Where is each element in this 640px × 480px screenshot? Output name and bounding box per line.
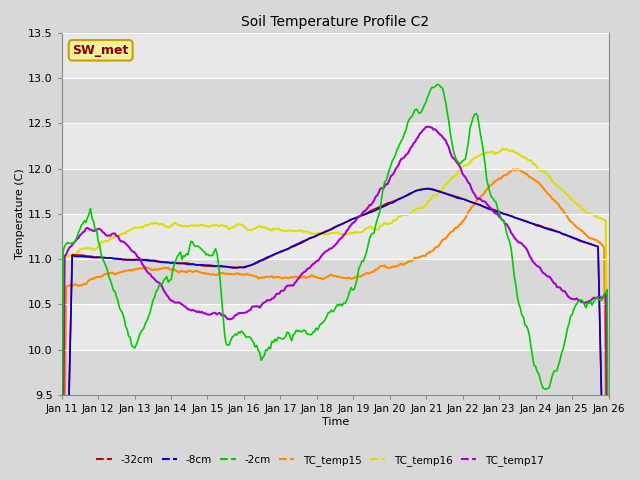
- -2cm: [248, 337, 256, 343]
- -8cm: [221, 264, 228, 269]
- Bar: [61, 78, 609, 123]
- -2cm: [576, 297, 584, 303]
- X-axis label: Time: Time: [321, 417, 349, 427]
- TC_temp16: [248, 227, 256, 233]
- -8cm: [297, 240, 305, 245]
- TC_temp16: [576, 203, 584, 208]
- TC_temp17: [425, 124, 433, 130]
- Line: TC_temp15: TC_temp15: [61, 169, 609, 480]
- -32cm: [297, 240, 305, 246]
- -2cm: [434, 82, 442, 87]
- TC_temp15: [513, 167, 521, 172]
- TC_temp16: [239, 223, 247, 228]
- TC_temp17: [221, 312, 228, 318]
- -32cm: [125, 257, 132, 263]
- TC_temp16: [125, 228, 132, 234]
- TC_temp17: [125, 244, 132, 250]
- TC_temp16: [297, 227, 305, 233]
- Line: -2cm: -2cm: [61, 84, 609, 480]
- -2cm: [239, 330, 247, 336]
- Line: TC_temp17: TC_temp17: [61, 127, 609, 480]
- Y-axis label: Temperature (C): Temperature (C): [15, 168, 25, 259]
- TC_temp17: [239, 310, 247, 316]
- TC_temp15: [239, 271, 247, 277]
- -2cm: [297, 329, 305, 335]
- -8cm: [248, 262, 256, 267]
- -2cm: [125, 333, 132, 339]
- Bar: [61, 349, 609, 395]
- Bar: [61, 214, 609, 259]
- Title: Soil Temperature Profile C2: Soil Temperature Profile C2: [241, 15, 429, 29]
- TC_temp17: [297, 272, 305, 278]
- -8cm: [239, 265, 247, 271]
- TC_temp17: [248, 304, 256, 310]
- Bar: [61, 304, 609, 349]
- -32cm: [239, 264, 247, 270]
- -8cm: [576, 237, 584, 243]
- Legend: -32cm, -8cm, -2cm, TC_temp15, TC_temp16, TC_temp17: -32cm, -8cm, -2cm, TC_temp15, TC_temp16,…: [92, 451, 548, 470]
- -32cm: [576, 238, 584, 244]
- Bar: [61, 259, 609, 304]
- TC_temp16: [498, 146, 506, 152]
- TC_temp15: [221, 271, 228, 276]
- -8cm: [125, 257, 132, 263]
- -8cm: [424, 186, 431, 192]
- Line: -8cm: -8cm: [61, 189, 609, 480]
- TC_temp15: [248, 272, 256, 278]
- Bar: [61, 33, 609, 78]
- Bar: [61, 168, 609, 214]
- -32cm: [248, 262, 256, 267]
- TC_temp15: [297, 275, 305, 280]
- Text: SW_met: SW_met: [72, 44, 129, 57]
- Bar: [61, 123, 609, 168]
- -32cm: [221, 264, 228, 269]
- TC_temp15: [125, 267, 132, 273]
- -32cm: [425, 186, 433, 192]
- TC_temp17: [576, 298, 584, 303]
- TC_temp15: [576, 226, 584, 232]
- TC_temp16: [221, 223, 228, 229]
- Line: TC_temp16: TC_temp16: [61, 149, 609, 480]
- Line: -32cm: -32cm: [61, 189, 609, 480]
- -2cm: [221, 332, 228, 337]
